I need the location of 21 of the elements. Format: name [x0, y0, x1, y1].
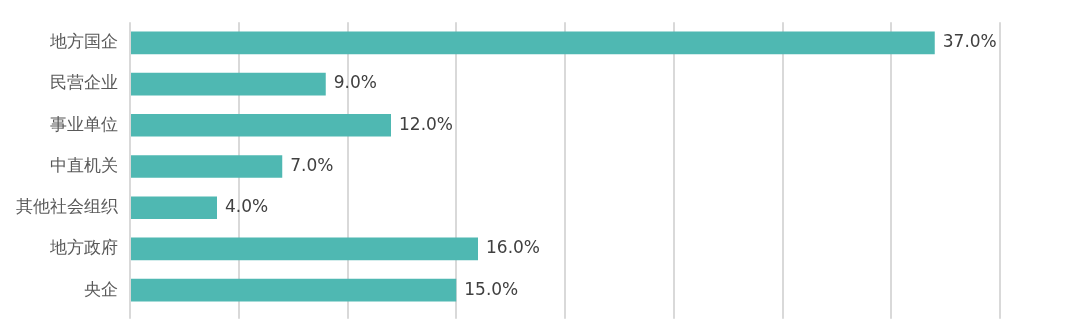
data-label: 7.0% — [290, 154, 334, 175]
y-tick-label: 中直机关 — [50, 154, 118, 175]
y-tick-label: 地方政府 — [49, 237, 118, 258]
y-tick-label: 其他社会组织 — [16, 196, 118, 217]
bar — [131, 196, 217, 220]
y-tick-label: 民营企业 — [50, 72, 118, 93]
data-label: 37.0% — [942, 31, 997, 52]
bar — [131, 31, 935, 55]
bar — [131, 113, 391, 137]
y-tick-label: 事业单位 — [50, 113, 118, 134]
data-label: 9.0% — [333, 72, 377, 93]
data-label: 16.0% — [486, 237, 541, 258]
bar — [131, 155, 283, 178]
data-label: 12.0% — [399, 113, 454, 134]
y-tick-label: 央企 — [84, 278, 118, 299]
y-tick-label: 地方国企 — [49, 31, 118, 52]
data-label: 15.0% — [464, 278, 519, 299]
bar — [131, 237, 478, 261]
data-label: 4.0% — [225, 196, 269, 217]
bar — [131, 278, 457, 302]
bar — [131, 72, 326, 96]
